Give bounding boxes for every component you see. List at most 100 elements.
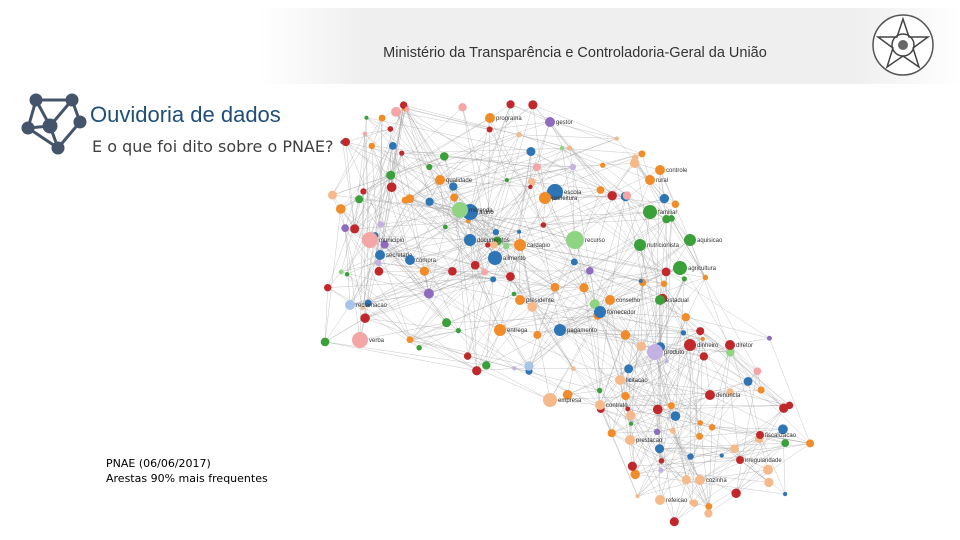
edge — [519, 134, 617, 139]
node — [705, 390, 715, 400]
node — [404, 106, 410, 112]
edge — [674, 442, 786, 522]
edge — [625, 196, 691, 346]
node — [540, 222, 547, 228]
edge — [599, 368, 629, 391]
edge — [513, 163, 635, 295]
edge — [371, 128, 391, 147]
edge — [730, 352, 784, 409]
edge — [630, 282, 644, 424]
edge — [654, 351, 784, 409]
edge — [497, 186, 531, 242]
edge — [549, 121, 617, 139]
edge — [354, 175, 391, 229]
edge — [476, 368, 515, 372]
edge — [554, 287, 632, 424]
edge — [543, 218, 672, 226]
node — [653, 428, 661, 436]
edge — [574, 189, 601, 263]
node — [570, 366, 576, 371]
edge — [345, 128, 391, 143]
edge — [495, 104, 534, 233]
node — [647, 344, 663, 360]
node — [667, 402, 675, 410]
edge — [445, 226, 511, 277]
edges — [324, 104, 811, 522]
edge — [424, 270, 555, 288]
edge — [513, 244, 641, 295]
edge — [574, 261, 641, 282]
node-label: agricultura — [688, 266, 717, 272]
node-label: verba — [369, 338, 385, 344]
edge — [657, 409, 675, 522]
edge — [532, 104, 617, 139]
node — [550, 282, 560, 292]
node-label: secretaria — [386, 253, 413, 259]
node — [579, 283, 589, 293]
edge — [611, 409, 658, 434]
node — [654, 444, 665, 454]
edge — [659, 456, 691, 501]
node — [492, 228, 500, 236]
edge — [666, 332, 684, 362]
node — [368, 142, 375, 150]
node-label: fornecedor — [607, 310, 636, 316]
edge — [362, 235, 376, 308]
node — [450, 193, 459, 202]
edge — [675, 331, 701, 417]
edge — [519, 299, 631, 381]
edge — [666, 219, 706, 278]
edge — [363, 191, 446, 228]
edge — [659, 448, 691, 457]
edge — [674, 502, 695, 522]
edge — [630, 317, 687, 424]
node — [684, 339, 696, 351]
edge — [629, 436, 700, 441]
node — [375, 250, 385, 260]
edge — [341, 262, 379, 273]
edge — [499, 286, 556, 331]
edge — [634, 344, 691, 475]
edge — [659, 299, 731, 353]
node — [562, 389, 573, 400]
node — [670, 411, 681, 421]
edge — [602, 162, 635, 166]
node — [360, 188, 367, 195]
edge — [611, 368, 629, 434]
edge — [594, 303, 684, 334]
node — [673, 261, 687, 275]
edge — [528, 261, 575, 372]
edge — [327, 287, 420, 349]
edge — [634, 157, 661, 301]
node — [511, 291, 517, 297]
node — [374, 259, 382, 267]
edge — [506, 138, 617, 181]
node-label: qualidade — [446, 178, 473, 184]
node — [669, 517, 679, 527]
edge — [324, 208, 342, 342]
edge — [439, 179, 446, 228]
edge — [346, 274, 477, 371]
edge — [642, 282, 656, 353]
node — [630, 469, 640, 480]
node — [626, 410, 636, 420]
edge — [354, 220, 469, 230]
edge — [537, 270, 590, 336]
node — [699, 352, 709, 361]
edge — [409, 231, 520, 340]
node — [399, 150, 405, 156]
node — [364, 115, 369, 120]
edge — [346, 220, 469, 275]
node — [514, 239, 526, 251]
edge — [609, 299, 676, 417]
node — [463, 352, 472, 360]
note: PNAE (06/06/2017) Arestas 90% mais frequ… — [106, 456, 268, 486]
edge — [519, 286, 556, 301]
edge — [661, 391, 731, 462]
edge — [730, 391, 790, 406]
node — [439, 152, 449, 161]
edge — [429, 151, 531, 168]
edge — [531, 153, 643, 183]
node — [360, 313, 370, 323]
node — [486, 126, 493, 133]
